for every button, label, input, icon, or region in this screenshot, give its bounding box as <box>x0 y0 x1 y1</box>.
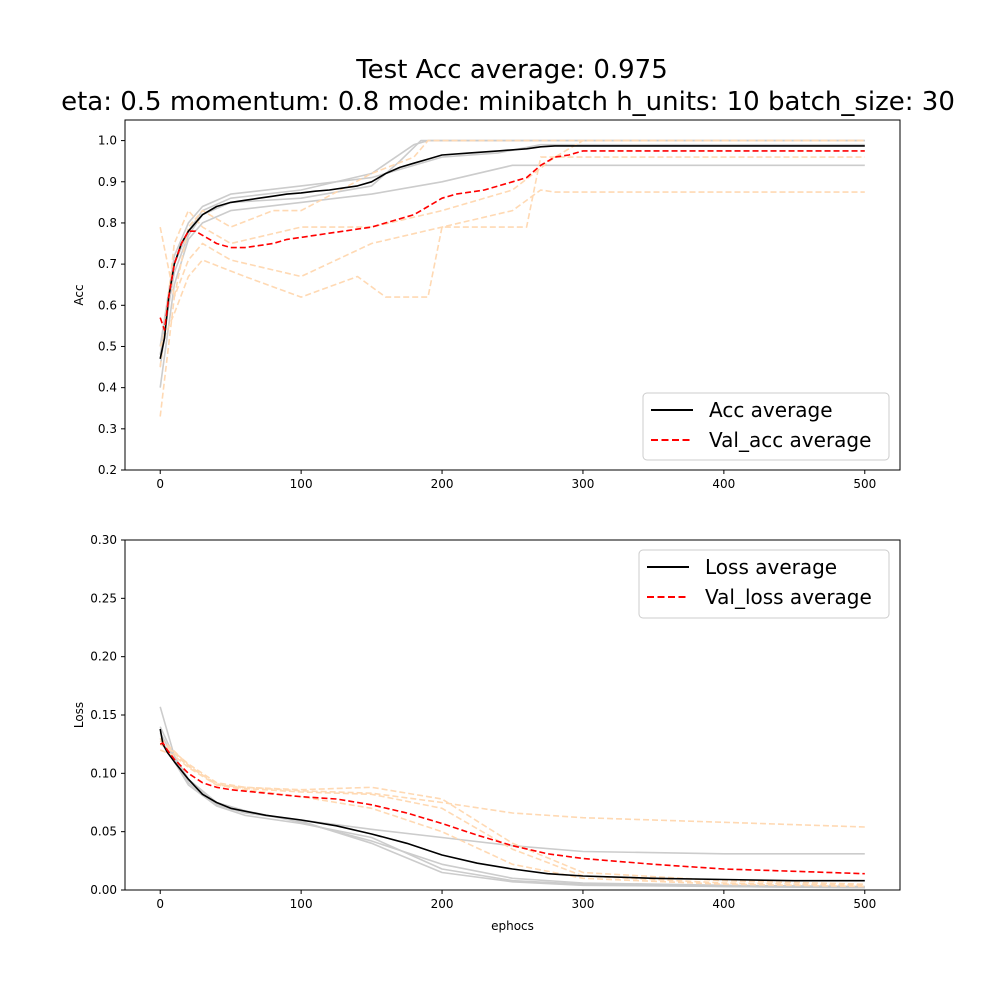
x-tick-label: 0 <box>156 897 164 911</box>
x-tick-label: 300 <box>572 477 595 491</box>
val-loss-average-line <box>159 742 865 875</box>
legend-box <box>642 392 890 461</box>
x-tick-label: 100 <box>290 897 313 911</box>
trial-val-line-9 <box>159 737 865 888</box>
y-tick-label: 0.25 <box>90 591 117 605</box>
val-acc-average-line <box>159 150 865 331</box>
y-tick-label: 0.8 <box>98 216 117 230</box>
y-tick-label: 0.7 <box>98 257 117 271</box>
trial-train-line-4 <box>159 737 865 889</box>
x-tick-label: 500 <box>853 477 876 491</box>
trial-val-line-9 <box>159 139 865 368</box>
trial-val-line-6 <box>159 749 865 828</box>
y-tick-label: 0.10 <box>90 766 117 780</box>
x-tick-label: 0 <box>156 477 164 491</box>
trial-train-line-2 <box>159 706 865 888</box>
y-tick-label: 0.9 <box>98 175 117 189</box>
trial-val-line-8 <box>159 156 865 347</box>
x-tick-label: 400 <box>712 477 735 491</box>
figure-title-line2: eta: 0.5 momentum: 0.8 mode: minibatch h… <box>61 87 955 117</box>
trial-train-line-2 <box>159 139 865 368</box>
axes-frame <box>124 119 901 471</box>
x-tick-label: 300 <box>572 897 595 911</box>
legend: Acc average Val_acc average <box>642 392 890 461</box>
y-tick-label: 0.05 <box>90 825 117 839</box>
y-tick-label: 0.5 <box>98 339 117 353</box>
trial-train-line-4 <box>159 143 865 347</box>
y-tick-label: 1.0 <box>98 134 117 148</box>
figure-title-line1: Test Acc average: 0.975 <box>355 55 668 85</box>
loss-average-line <box>159 728 865 882</box>
y-axis-label: Loss <box>72 702 86 728</box>
legend-box <box>638 549 890 619</box>
y-tick-label: 0.6 <box>98 298 117 312</box>
x-tick-label: 200 <box>431 477 454 491</box>
accuracy-subplot: 0 100 200 300 400 500 0.2 0.3 0.4 0.5 0.6 0.7 0.8 0.9… <box>72 119 901 491</box>
legend: Loss average Val_loss average <box>638 549 890 619</box>
y-tick-label: 0.4 <box>98 381 117 395</box>
trial-train-line-3 <box>159 164 865 388</box>
acc-average-line <box>159 145 865 359</box>
x-tick-label: 400 <box>712 897 735 911</box>
trial-val-line-6 <box>159 139 865 298</box>
series-group <box>159 139 865 417</box>
legend-label: Loss average <box>705 555 837 579</box>
x-tick-label: 500 <box>853 897 876 911</box>
legend-label: Val_acc average <box>709 428 871 452</box>
legend-label: Acc average <box>709 398 833 422</box>
y-tick-label: 0.30 <box>90 533 117 547</box>
trial-train-line-3 <box>159 732 865 855</box>
y-axis-label: Acc <box>72 284 86 305</box>
y-tick-label: 0.15 <box>90 708 117 722</box>
series-group <box>159 706 865 889</box>
legend-label: Val_loss average <box>705 585 872 609</box>
x-tick-label: 200 <box>431 897 454 911</box>
trial-val-line-7 <box>159 743 865 885</box>
trial-val-line-7 <box>159 189 865 417</box>
y-tick-label: 0.20 <box>90 650 117 664</box>
y-tick-label: 0.2 <box>98 463 117 477</box>
loss-subplot: 0 100 200 300 400 500 0.00 0.05 0.10 0.15 0.20 0.25… <box>72 533 901 933</box>
x-tick-label: 100 <box>290 477 313 491</box>
y-tick-label: 0.3 <box>98 422 117 436</box>
y-tick-label: 0.00 <box>90 883 117 897</box>
x-axis-label: ephocs <box>491 919 534 933</box>
trial-train-line-5 <box>159 139 865 355</box>
